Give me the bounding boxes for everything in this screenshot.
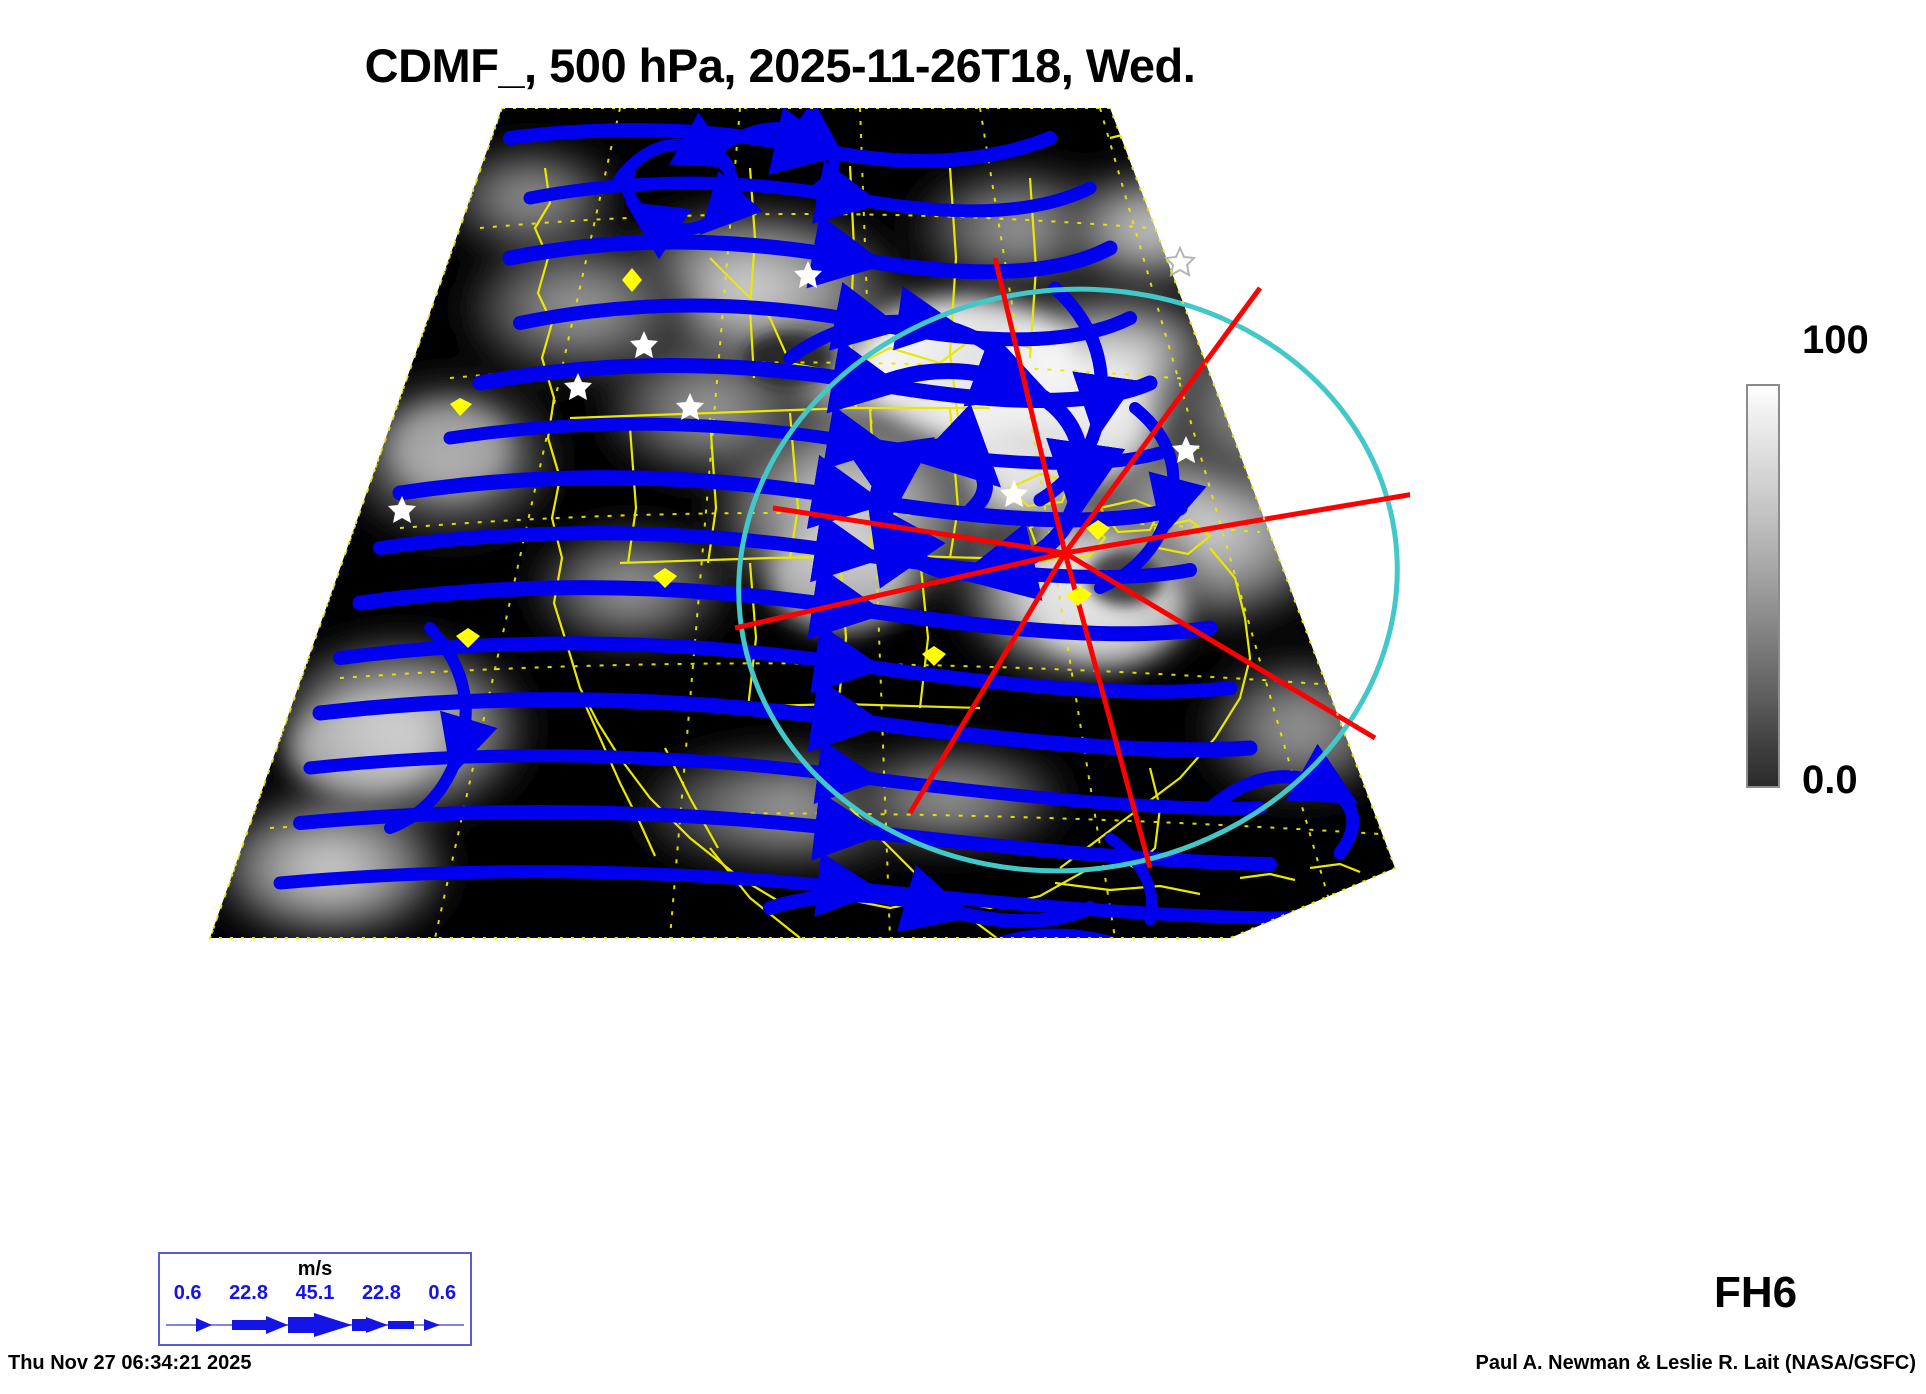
station-markers: [388, 261, 1200, 523]
wind-value-3: 22.8: [361, 1282, 401, 1304]
wind-streamlines: [273, 108, 1360, 938]
colorbar-min-label: 0.0: [1802, 758, 1858, 802]
colorbar-gradient: [1746, 384, 1780, 788]
generated-timestamp: Thu Nov 27 06:34:21 2025: [8, 1352, 252, 1374]
wind-value-1: 22.8: [229, 1282, 268, 1304]
colorbar-group: 100 0.0: [1746, 318, 1926, 804]
wind-legend-unit: m/s: [297, 1258, 333, 1280]
wind-value-2: 45.1: [295, 1282, 335, 1304]
site-markers: [450, 268, 1110, 666]
flight-track-lines: [734, 257, 1421, 869]
page-title: CDMF_, 500 hPa, 2025-11-26T18, Wed.: [364, 39, 1196, 92]
map-panel[interactable]: [150, 107, 1421, 988]
wind-value-4: 0.6: [428, 1282, 457, 1304]
wind-speed-legend: m/s 0.6 22.8 45.1 22.8 0.6: [158, 1252, 472, 1346]
station-marker-outline: [1163, 245, 1197, 277]
wind-legend-values: 0.6 22.8 45.1 22.8 0.6: [160, 1282, 470, 1305]
forecast-hour-label: FH6: [1714, 1268, 1798, 1317]
wind-legend-arrows: [166, 1313, 464, 1337]
colorbar-max-label: 100: [1802, 318, 1869, 362]
wind-value-0: 0.6: [173, 1282, 202, 1304]
map-svg[interactable]: [150, 107, 1421, 988]
credit-line: Paul A. Newman & Leslie R. Lait (NASA/GS…: [1475, 1352, 1916, 1374]
map-domain-outline: [208, 107, 1397, 939]
